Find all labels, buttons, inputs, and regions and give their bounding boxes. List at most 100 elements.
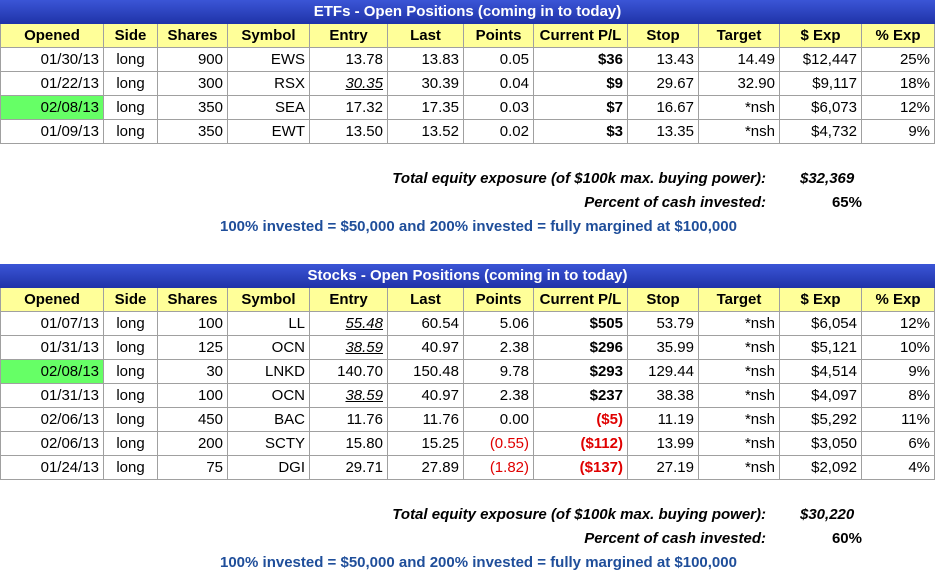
table-cell: 4% [862,456,935,480]
table-cell: 16.67 [628,96,699,120]
table-cell: 40.97 [388,336,464,360]
table-cell: 100 [158,312,228,336]
section-title: ETFs - Open Positions (coming in to toda… [0,0,935,25]
column-header: % Exp [862,288,935,312]
table-cell: 75 [158,456,228,480]
table-cell: 01/24/13 [0,456,104,480]
table-cell: 13.50 [310,120,388,144]
table-cell: 01/31/13 [0,336,104,360]
column-header: Stop [628,24,699,48]
table-cell: 27.89 [388,456,464,480]
table-cell: 9% [862,120,935,144]
table-cell: 15.25 [388,432,464,456]
column-header: Side [104,24,158,48]
column-header: Entry [310,288,388,312]
table-cell: 11% [862,408,935,432]
table-cell: *nsh [699,312,780,336]
table-cell: 53.79 [628,312,699,336]
table-cell: 13.83 [388,48,464,72]
table-cell: 11.76 [388,408,464,432]
table-cell: 30.39 [388,72,464,96]
exposure-label: Total equity exposure (of $100k max. buy… [392,506,766,523]
table-cell: SCTY [228,432,310,456]
column-header: Last [388,288,464,312]
table-cell: 27.19 [628,456,699,480]
table-cell: $6,054 [780,312,862,336]
table-cell: long [104,432,158,456]
table-cell: 35.99 [628,336,699,360]
table-cell: ($137) [534,456,628,480]
table-cell: $505 [534,312,628,336]
table-cell: 13.35 [628,120,699,144]
table-cell: 300 [158,72,228,96]
table-cell: long [104,336,158,360]
table-cell: OCN [228,336,310,360]
table-cell: 100 [158,384,228,408]
column-header: $ Exp [780,24,862,48]
table-cell: 01/22/13 [0,72,104,96]
table-cell: 2.38 [464,336,534,360]
table-cell: 11.19 [628,408,699,432]
table-cell: 12% [862,96,935,120]
table-cell: *nsh [699,384,780,408]
table-cell: long [104,384,158,408]
column-header: Shares [158,288,228,312]
table-cell: 9% [862,360,935,384]
table-cell: 13.43 [628,48,699,72]
table-cell: $5,121 [780,336,862,360]
table-cell: 11.76 [310,408,388,432]
table-cell: EWS [228,48,310,72]
table-cell: *nsh [699,456,780,480]
table-cell: 8% [862,384,935,408]
column-header: Points [464,24,534,48]
table-cell: $4,732 [780,120,862,144]
table-cell: 38.59 [310,336,388,360]
table-cell: 02/08/13 [0,96,104,120]
table-cell: $4,097 [780,384,862,408]
table-cell: 350 [158,96,228,120]
table-cell: $296 [534,336,628,360]
percent-value: 60% [831,530,862,547]
table-cell: 02/06/13 [0,432,104,456]
table-cell: *nsh [699,120,780,144]
column-header: Target [699,288,780,312]
table-cell: OCN [228,384,310,408]
exposure-label: Total equity exposure (of $100k max. buy… [392,170,766,187]
table-cell: $5,292 [780,408,862,432]
table-cell: SEA [228,96,310,120]
table-cell: 350 [158,120,228,144]
table-cell: 25% [862,48,935,72]
table-cell: $293 [534,360,628,384]
note: 100% invested = $50,000 and 200% investe… [220,218,737,235]
table-cell: DGI [228,456,310,480]
column-header: Entry [310,24,388,48]
column-header: Target [699,24,780,48]
table-cell: 6% [862,432,935,456]
column-header: $ Exp [780,288,862,312]
table-cell: 129.44 [628,360,699,384]
column-header: Current P/L [534,24,628,48]
table-cell: long [104,360,158,384]
table-cell: 5.06 [464,312,534,336]
table-cell: $9 [534,72,628,96]
exposure-value: $30,220 [800,506,855,523]
percent-label: Percent of cash invested: [584,530,766,547]
column-header: Shares [158,24,228,48]
table-cell: 02/06/13 [0,408,104,432]
table-cell: 140.70 [310,360,388,384]
table-cell: *nsh [699,408,780,432]
table-cell: $2,092 [780,456,862,480]
column-header: Opened [0,24,104,48]
table-cell: 29.67 [628,72,699,96]
table-cell: EWT [228,120,310,144]
column-header: Current P/L [534,288,628,312]
column-header: Points [464,288,534,312]
table-cell: long [104,408,158,432]
table-cell: 450 [158,408,228,432]
table-cell: $7 [534,96,628,120]
column-header: Opened [0,288,104,312]
table-cell: 60.54 [388,312,464,336]
table-cell: *nsh [699,96,780,120]
table-cell: ($5) [534,408,628,432]
